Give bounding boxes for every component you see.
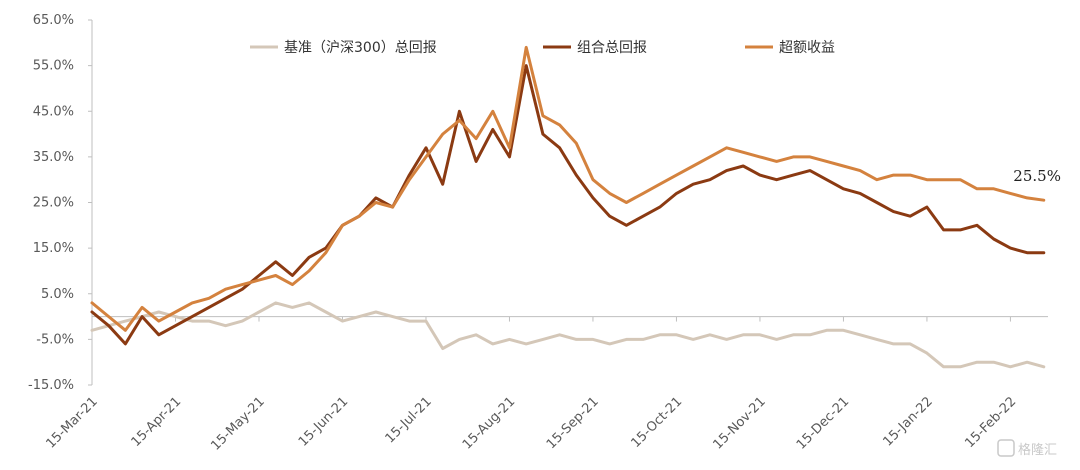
legend-label: 组合总回报: [577, 40, 647, 56]
x-tick-label: 15-Apr-21: [129, 394, 185, 450]
legend-label: 基准（沪深300）总回报: [284, 39, 437, 56]
series-line-1: [90, 64, 1046, 346]
series-line-0: [90, 301, 1046, 369]
end-value-annotation: 25.5%: [1013, 167, 1061, 185]
legend-label: 超额收益: [779, 40, 835, 56]
x-tick-label: 15-Mar-21: [43, 394, 100, 451]
x-tick-label: 15-Aug-21: [460, 394, 518, 452]
x-tick-label: 15-Jul-21: [383, 394, 435, 446]
series-line-2: [90, 45, 1046, 332]
x-tick-label: 15-Feb-22: [962, 394, 1019, 451]
y-tick-label: 25.0%: [33, 196, 74, 211]
watermark-text: 格隆汇: [1018, 442, 1057, 458]
y-tick-label: 45.0%: [33, 104, 74, 119]
x-tick-label: 15-Nov-21: [710, 394, 768, 452]
annotation-layer: 25.5%: [1013, 167, 1061, 185]
legend: 基准（沪深300）总回报 组合总回报 超额收益: [250, 39, 835, 56]
y-tick-label: 55.0%: [33, 59, 74, 74]
x-tick-label: 15-Dec-21: [794, 394, 852, 452]
y-tick-label: 15.0%: [33, 241, 74, 256]
y-tick-label: -5.0%: [36, 332, 74, 347]
y-tick-label: 5.0%: [41, 287, 74, 302]
y-tick-label: 65.0%: [33, 13, 74, 28]
y-tick-label: 35.0%: [33, 150, 74, 165]
x-tick-label: 15-May-21: [208, 394, 267, 453]
y-tick-label: -15.0%: [28, 378, 74, 393]
y-axis: 65.0% 55.0% 45.0% 35.0% 25.0% 15.0% 5.0% -5.0% -…: [28, 13, 93, 393]
series-layer: [90, 45, 1046, 369]
watermark-logo-icon: [997, 439, 1015, 457]
watermark-layer: 格隆汇: [997, 439, 1057, 458]
x-tick-label: 15-Jan-22: [880, 394, 935, 449]
x-tick-label: 15-Sep-21: [544, 394, 602, 452]
x-tick-label: 15-Oct-21: [628, 394, 685, 451]
x-tick-label: 15-Jun-21: [296, 394, 352, 450]
